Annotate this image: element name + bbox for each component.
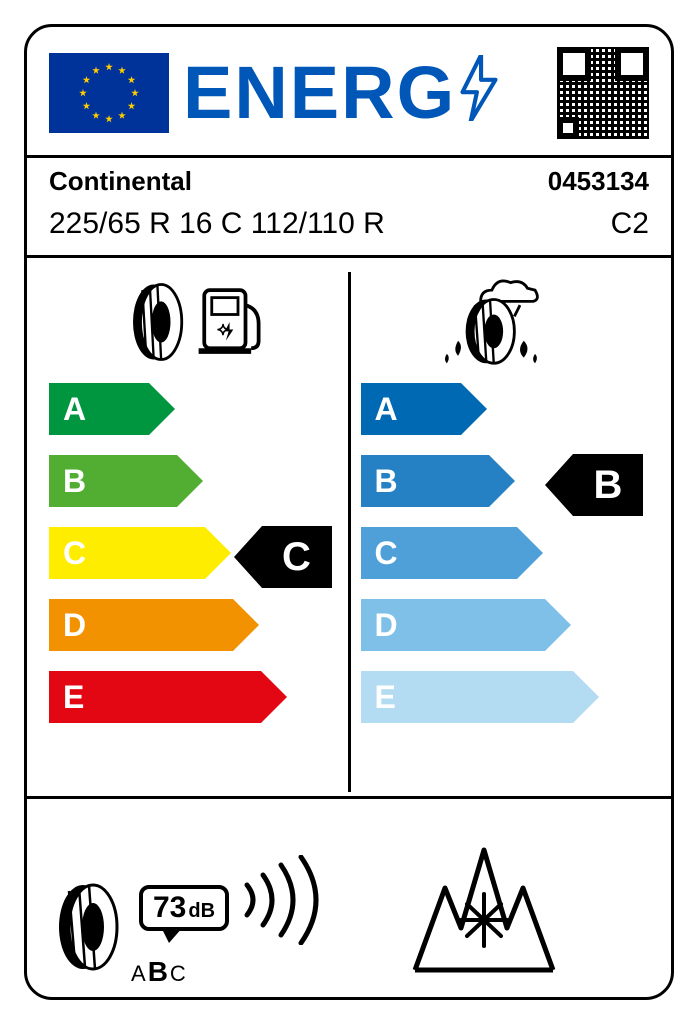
rating-bar: C [49, 527, 205, 579]
wet-bars: ABCDE [361, 380, 650, 726]
rating-bar-label: E [375, 679, 396, 716]
rating-bar: B [49, 455, 177, 507]
tyre-spec: 225/65 R 16 C 112/110 R [49, 207, 385, 241]
noise-class-letter: B [148, 956, 170, 987]
fuel-efficiency-icon: ⯎ [49, 272, 338, 372]
noise-tire-icon [49, 845, 139, 975]
snow-grip-icon [409, 832, 559, 987]
rating-bar: C [361, 527, 517, 579]
rating-bar: B [361, 455, 489, 507]
noise-value-bubble: 73dB [139, 885, 229, 931]
qr-code-icon[interactable] [557, 47, 649, 139]
rating-bar-row: B [49, 452, 338, 510]
noise-section: 73dB [49, 845, 329, 975]
rating-bar-row: A [361, 380, 650, 438]
energy-title: ENERG [183, 55, 543, 131]
rating-bar-row: C [361, 524, 650, 582]
energy-title-text: ENERG [183, 56, 456, 130]
rating-bar-label: C [375, 535, 398, 572]
rating-bar-label: A [63, 391, 86, 428]
article-number: 0453134 [548, 166, 649, 197]
bottom-section: 73dB [27, 796, 671, 1000]
wet-rating-badge: B [573, 454, 643, 516]
noise-db-value: 73 [153, 891, 186, 924]
eu-flag-icon [49, 53, 169, 133]
rating-bar: D [361, 599, 545, 651]
noise-db-unit: dB [188, 900, 215, 922]
spec-row: 225/65 R 16 C 112/110 R C2 [27, 203, 671, 251]
rating-bar-label: C [63, 535, 86, 572]
rating-bar-label: B [63, 463, 86, 500]
tyre-energy-label: ENERG Continental 0453134 225/65 R 16 C … [24, 24, 674, 1000]
noise-class-letter: A [131, 961, 148, 986]
rating-bar-row: A [49, 380, 338, 438]
column-separator [348, 272, 351, 792]
rating-bar: A [49, 383, 149, 435]
fuel-efficiency-column: ⯎ ABCDE C [49, 264, 338, 792]
bolt-icon [458, 55, 500, 131]
sound-waves-icon [239, 855, 329, 945]
fuel-rating-badge: C [262, 526, 332, 588]
rating-bar-label: D [63, 607, 86, 644]
rating-bar-label: D [375, 607, 398, 644]
rating-bar: E [361, 671, 573, 723]
ratings-main: ⯎ ABCDE C [27, 258, 671, 792]
brand-name: Continental [49, 166, 192, 197]
rating-bar-row: E [49, 668, 338, 726]
rating-bar: D [49, 599, 233, 651]
rating-bar-label: B [375, 463, 398, 500]
rating-bar: E [49, 671, 261, 723]
wet-rating-value: B [594, 463, 623, 508]
rating-bar-label: A [375, 391, 398, 428]
brand-row: Continental 0453134 [27, 158, 671, 203]
noise-class-letter: C [170, 961, 188, 986]
wet-grip-column: ABCDE B [361, 264, 650, 792]
label-header: ENERG [27, 27, 671, 151]
rating-bar-label: E [63, 679, 84, 716]
noise-class-scale: ABC [131, 956, 188, 988]
wet-grip-icon [361, 272, 650, 372]
rating-bar-row: D [49, 596, 338, 654]
tyre-class: C2 [611, 207, 649, 241]
fuel-rating-value: C [282, 535, 311, 580]
rating-bar-row: E [361, 668, 650, 726]
rating-bar-row: D [361, 596, 650, 654]
rating-bar: A [361, 383, 461, 435]
